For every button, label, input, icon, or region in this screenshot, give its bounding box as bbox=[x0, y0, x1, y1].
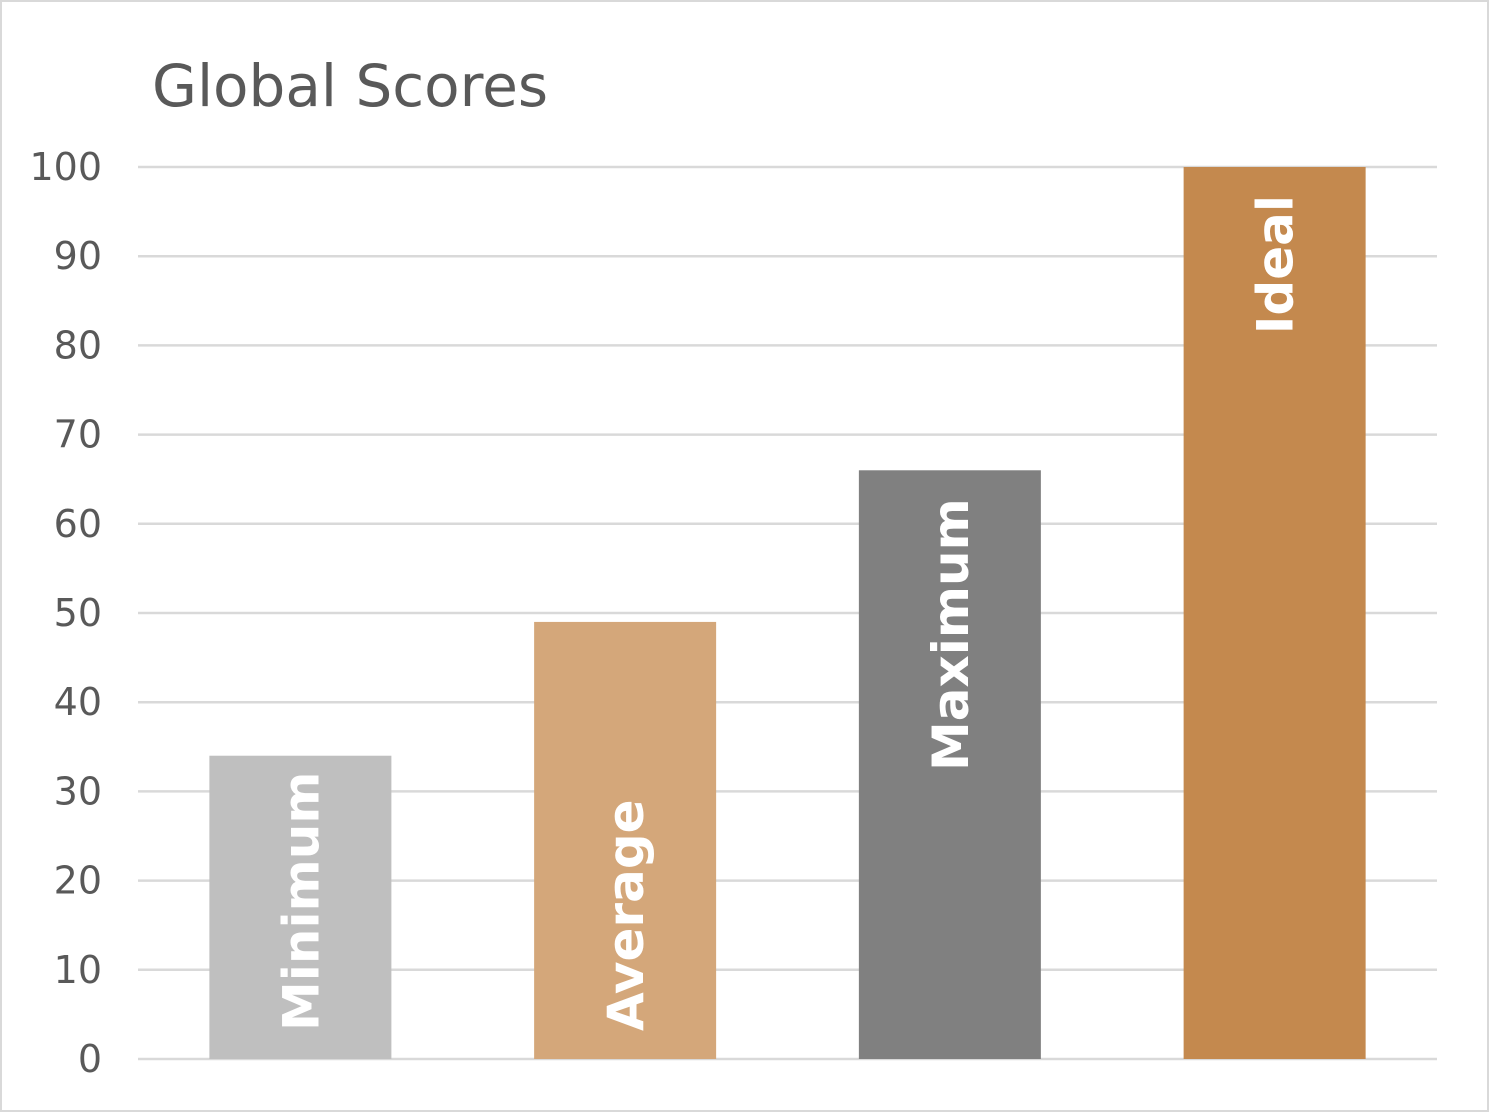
y-tick-label: 0 bbox=[78, 1037, 102, 1081]
y-tick-label: 50 bbox=[54, 591, 102, 635]
bar-maximum bbox=[858, 470, 1041, 1059]
bar-label-average: Average bbox=[597, 799, 655, 1031]
bar-labels: Minimum Average Maximum Ideal bbox=[272, 195, 1304, 1031]
y-tick-label: 60 bbox=[54, 502, 102, 546]
y-tick-label: 90 bbox=[54, 234, 102, 278]
bar-ideal bbox=[1183, 167, 1366, 1059]
bar-label-minimum: Minimum bbox=[272, 772, 330, 1031]
chart-title: Global Scores bbox=[152, 52, 549, 120]
y-tick-label: 20 bbox=[54, 859, 102, 903]
bars bbox=[209, 167, 1366, 1059]
bar-average bbox=[534, 621, 717, 1059]
y-tick-label: 100 bbox=[29, 145, 102, 189]
bar-minimum bbox=[209, 755, 392, 1059]
bar-label-maximum: Maximum bbox=[922, 498, 980, 771]
bar-label-ideal: Ideal bbox=[1247, 195, 1305, 334]
y-tick-label: 10 bbox=[54, 948, 102, 992]
y-axis-tick-labels: 0 10 20 30 40 50 60 70 80 90 100 bbox=[29, 145, 102, 1081]
y-tick-label: 40 bbox=[54, 680, 102, 724]
y-tick-label: 30 bbox=[54, 769, 102, 813]
y-tick-label: 80 bbox=[54, 323, 102, 367]
y-tick-label: 70 bbox=[54, 413, 102, 457]
